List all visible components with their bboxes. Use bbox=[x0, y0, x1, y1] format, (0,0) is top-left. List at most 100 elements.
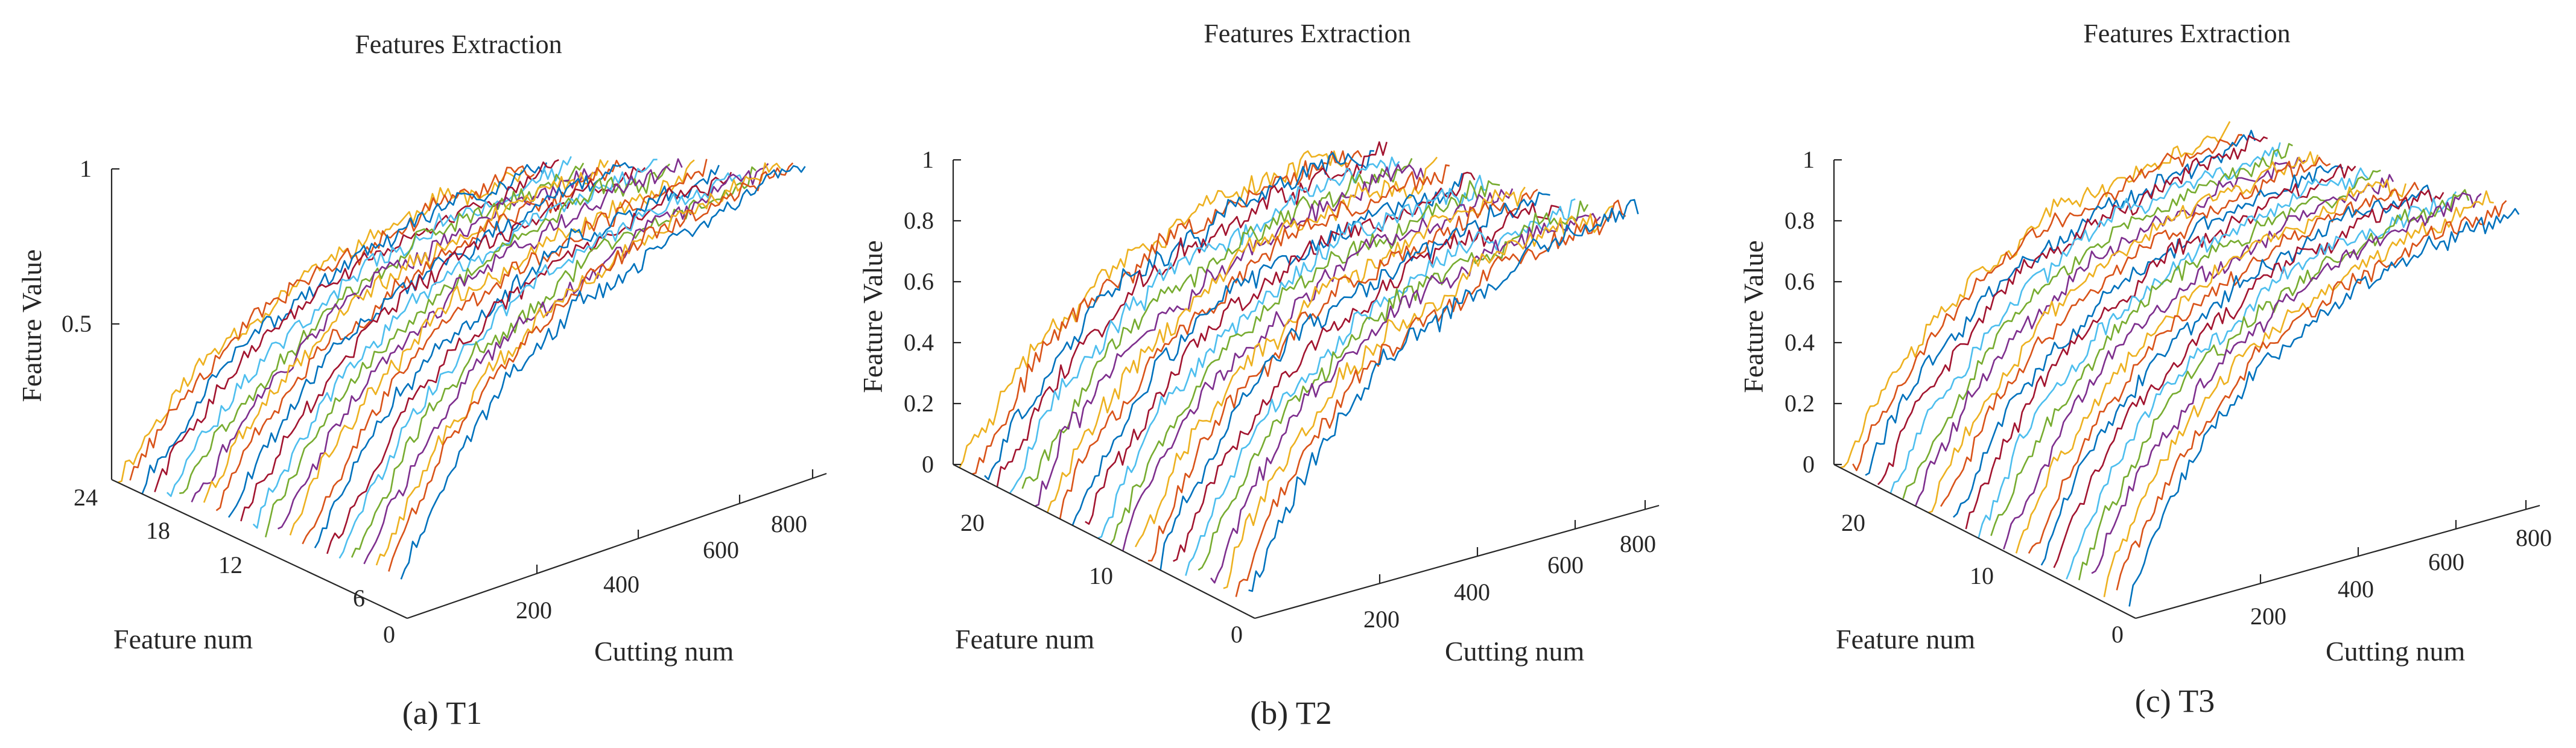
panel-b-y-tick: 20 bbox=[960, 509, 985, 536]
panel-c-feature-line bbox=[2040, 184, 2432, 566]
panel-c-feature-line bbox=[1915, 157, 2306, 506]
panel-c-feature-line bbox=[1840, 121, 2231, 469]
panel-c-feature-line bbox=[2116, 200, 2507, 591]
panel-b-feature-line bbox=[959, 150, 1350, 468]
panel-a-feature-line bbox=[314, 165, 720, 549]
panel-a-feature-line bbox=[141, 162, 548, 494]
panel-b-feature-line bbox=[971, 150, 1363, 475]
panel-a-feature-line bbox=[179, 162, 585, 494]
panel-b-feature-line bbox=[1235, 199, 1626, 597]
panel-a-x-axis bbox=[407, 472, 827, 620]
panel-c-feature-line bbox=[2103, 190, 2494, 597]
panel-b: Features Extraction 1 0.8 0.6 0.4 0.2 0 … bbox=[857, 19, 1660, 731]
panel-c-feature-line bbox=[2003, 174, 2394, 550]
panel-b-feature-line bbox=[1147, 188, 1538, 562]
panel-a-feature-line bbox=[388, 162, 794, 572]
panel-a-feature-line bbox=[375, 162, 781, 566]
panel-a-feature-line bbox=[252, 159, 658, 529]
panel-b-feature-line bbox=[1198, 200, 1589, 571]
panel-c-feature-line bbox=[2015, 179, 2407, 554]
panel-a-x-tick: 200 bbox=[516, 597, 552, 624]
panel-c-feature-line bbox=[1852, 134, 2243, 472]
panel-a-y-tick: 6 bbox=[353, 585, 365, 612]
panel-b-feature-line bbox=[1248, 198, 1639, 592]
panel-b-xlabel: Cutting num bbox=[1445, 636, 1585, 667]
panel-b-feature-line bbox=[1059, 164, 1450, 519]
panel-b-z-tick: 0.6 bbox=[904, 268, 934, 295]
panel-a-zlabel: Feature Value bbox=[16, 249, 47, 402]
panel-b-feature-line bbox=[1223, 205, 1614, 589]
panel-b-feature-line bbox=[1085, 171, 1476, 525]
panel-c-feature-line bbox=[1940, 156, 2331, 507]
panel-b-feature-line bbox=[1034, 163, 1426, 507]
panel-a-tick-marks bbox=[112, 168, 814, 574]
panel-b-x-axis bbox=[1254, 504, 1660, 620]
panel-b-z-tick: 0.2 bbox=[904, 390, 934, 417]
panel-c-xlabel: Cutting num bbox=[2326, 636, 2466, 667]
panel-c-feature-line bbox=[2066, 191, 2457, 580]
panel-a-x-tick: 600 bbox=[703, 536, 739, 563]
panel-c-zlabel: Feature Value bbox=[1738, 240, 1769, 393]
panel-a-y-axis bbox=[111, 479, 408, 619]
panel-a-feature-line bbox=[302, 159, 708, 545]
panel-b-x-tick: 800 bbox=[1620, 530, 1656, 557]
panel-c-y-tick: 0 bbox=[2111, 621, 2124, 648]
panel-c: Features Extraction 1 0.8 0.6 0.4 0.2 0 … bbox=[1738, 19, 2552, 719]
panel-a-feature-line bbox=[400, 165, 806, 580]
panel-b-feature-line bbox=[1134, 186, 1526, 548]
panel-a-feature-line bbox=[240, 166, 646, 522]
panel-b-feature-line bbox=[1071, 173, 1463, 526]
panel-c-feature-line bbox=[1978, 167, 2369, 539]
panel-b-feature-line bbox=[1185, 198, 1576, 576]
panel-b-z-tick: 0.4 bbox=[904, 329, 934, 356]
panel-c-caption: (c) T3 bbox=[2135, 683, 2215, 719]
panel-c-title: Features Extraction bbox=[2083, 19, 2290, 48]
panel-a-feature-line bbox=[154, 159, 559, 493]
panel-a-series bbox=[117, 156, 806, 580]
panel-c-feature-line bbox=[1889, 142, 2281, 494]
panel-c-feature-line bbox=[2053, 189, 2444, 568]
panel-c-z-tick: 0.4 bbox=[1784, 329, 1815, 356]
panel-a-z-tick: 0.5 bbox=[62, 310, 92, 337]
panel-b-z-tick: 0 bbox=[922, 451, 934, 478]
panel-a-feature-line bbox=[129, 165, 535, 481]
panel-a-feature-line bbox=[326, 171, 732, 554]
panel-a-x-tick: 800 bbox=[771, 510, 807, 537]
panel-a-xlabel: Cutting num bbox=[594, 636, 734, 667]
panel-b-feature-line bbox=[1109, 180, 1500, 545]
panel-c-x-tick: 600 bbox=[2428, 548, 2464, 575]
panel-a-y-tick: 24 bbox=[74, 484, 98, 511]
panel-c-ylabel: Feature num bbox=[1836, 624, 1975, 654]
panel-a-ylabel: Feature num bbox=[113, 624, 253, 654]
panel-a-feature-line bbox=[278, 158, 683, 530]
panel-c-feature-line bbox=[2128, 208, 2520, 607]
panel-c-z-tick: 1 bbox=[1803, 146, 1815, 173]
panel-b-series bbox=[959, 141, 1639, 597]
panel-b-feature-line bbox=[1173, 202, 1564, 562]
panel-a: Features Extraction 1 0.5 24 18 12 6 0 2… bbox=[16, 30, 827, 731]
panel-b-feature-line bbox=[1021, 157, 1413, 489]
panel-a-feature-line bbox=[338, 172, 744, 559]
panel-b-tick-marks bbox=[953, 159, 1646, 583]
panel-a-feature-line bbox=[289, 159, 695, 536]
panel-c-z-tick: 0.8 bbox=[1784, 207, 1815, 234]
panel-b-title: Features Extraction bbox=[1204, 19, 1410, 48]
panel-a-title: Features Extraction bbox=[355, 30, 562, 59]
panel-b-z-tick: 1 bbox=[922, 146, 934, 173]
panel-a-feature-line bbox=[264, 163, 670, 537]
panel-c-feature-line bbox=[2028, 182, 2419, 554]
panel-b-x-tick: 200 bbox=[1363, 606, 1400, 633]
panel-a-y-tick: 12 bbox=[218, 551, 243, 578]
panel-b-x-tick: 600 bbox=[1547, 551, 1584, 578]
panel-a-y-tick: 0 bbox=[383, 621, 395, 648]
panel-a-feature-line bbox=[203, 159, 609, 503]
panel-a-caption: (a) T1 bbox=[402, 695, 482, 731]
panel-c-z-tick: 0.2 bbox=[1784, 390, 1815, 417]
panel-b-ylabel: Feature num bbox=[955, 624, 1094, 654]
panel-c-y-tick: 20 bbox=[1841, 509, 1865, 536]
panel-b-feature-line bbox=[996, 141, 1388, 487]
panel-c-feature-line bbox=[2091, 192, 2482, 574]
panel-c-series bbox=[1840, 121, 2520, 607]
panel-c-z-tick: 0 bbox=[1803, 451, 1815, 478]
